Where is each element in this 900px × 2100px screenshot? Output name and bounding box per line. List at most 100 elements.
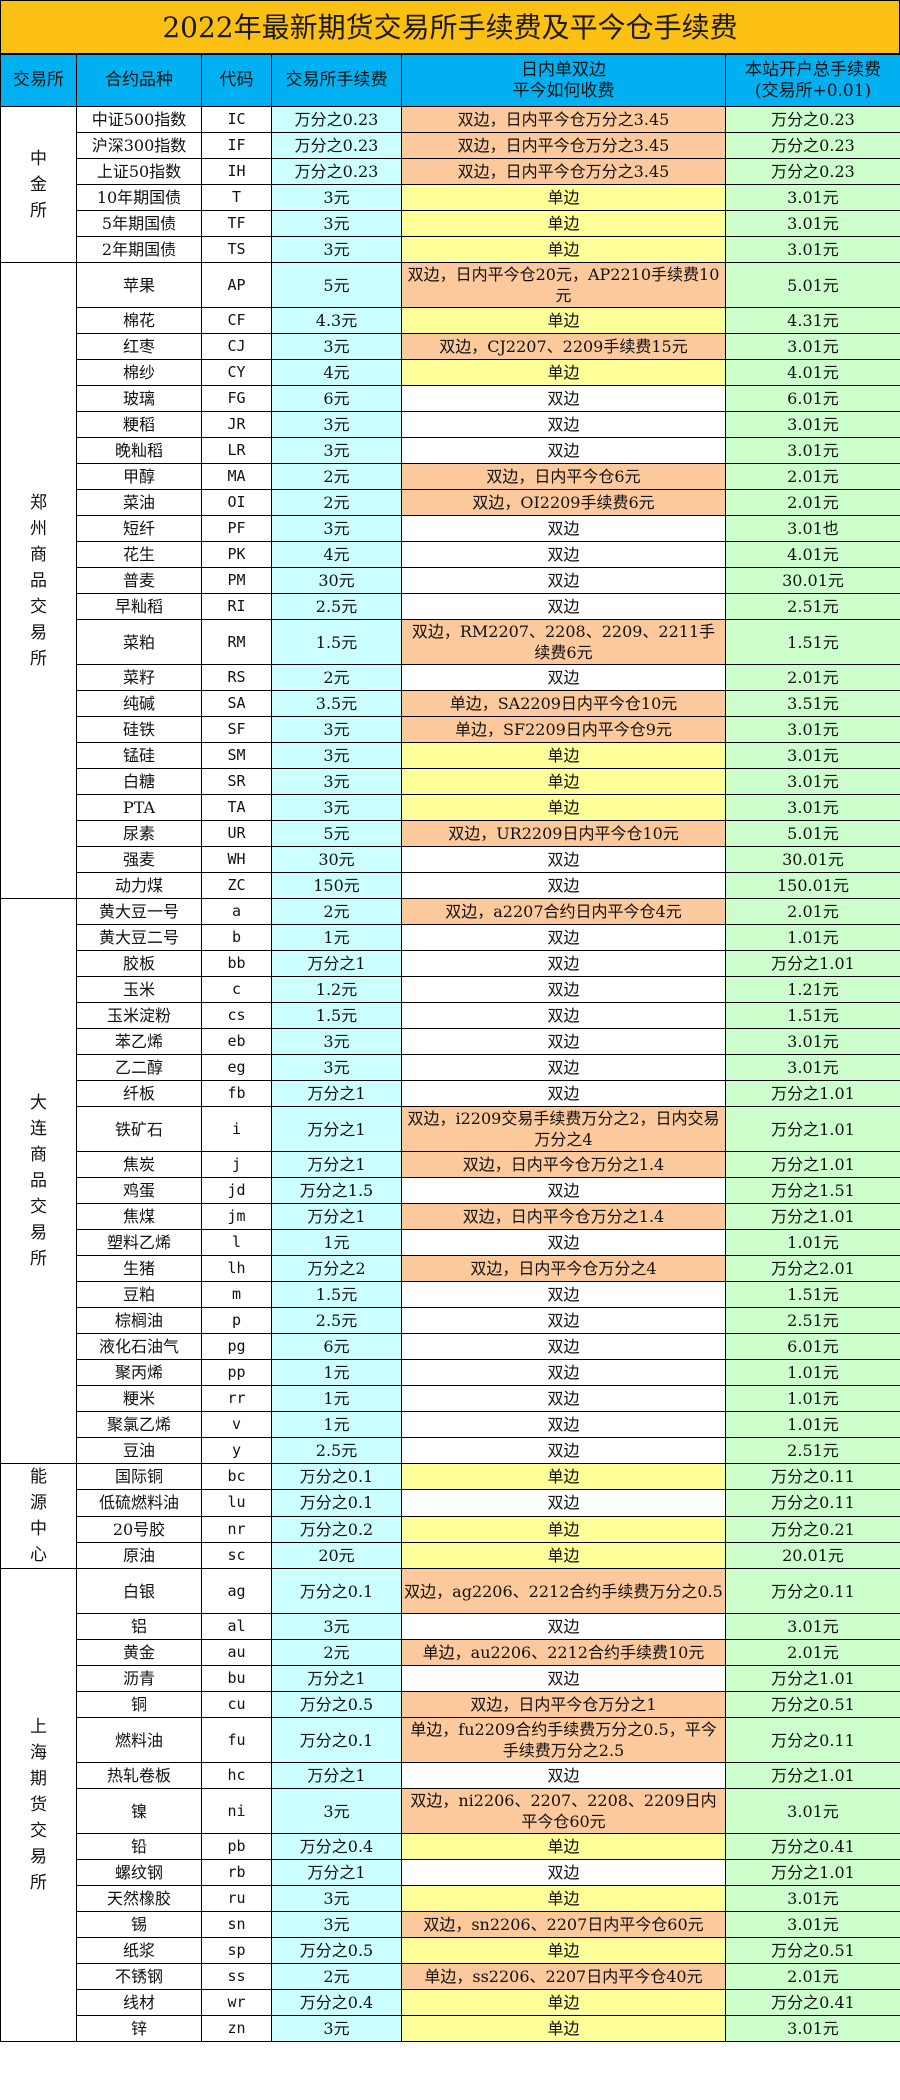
exchange-fee-cell: 1元 xyxy=(271,1359,402,1386)
page-title: 2022年最新期货交易所手续费及平今仓手续费 xyxy=(0,0,900,54)
product-code-cell: IH xyxy=(201,158,272,185)
exchange-fee-cell: 万分之0.1 xyxy=(271,1462,402,1491)
total-fee-cell: 6.01元 xyxy=(725,385,900,412)
exchange-fee-cell: 3元 xyxy=(271,1613,402,1640)
total-fee-cell: 2.01元 xyxy=(725,463,900,490)
intraday-rule-cell: 双边 xyxy=(401,924,726,951)
table-row: 焦炭 j 万分之1 双边，日内平今仓万分之1.4 万分之1.01 xyxy=(1,1151,900,1178)
table-row: 菜籽 RS 2元 双边 2.01元 xyxy=(1,664,900,691)
intraday-rule-cell: 双边，日内平今仓20元，AP2210手续费10元 xyxy=(401,262,726,308)
total-fee-cell: 1.51元 xyxy=(725,1002,900,1029)
product-code-cell: jm xyxy=(201,1203,272,1230)
product-name-cell: 5年期国债 xyxy=(76,210,202,237)
total-fee-cell: 3.01元 xyxy=(725,2015,900,2042)
table-row: 不锈钢 ss 2元 单边，ss2206、2207日内平今仓40元 2.01元 xyxy=(1,1963,900,1990)
table-row: 乙二醇 eg 3元 双边 3.01元 xyxy=(1,1054,900,1081)
product-code-cell: rr xyxy=(201,1385,272,1412)
intraday-rule-cell: 双边 xyxy=(401,1762,726,1789)
exchange-fee-cell: 150元 xyxy=(271,872,402,899)
total-fee-cell: 万分之1.01 xyxy=(725,1762,900,1789)
product-code-cell: ss xyxy=(201,1963,272,1990)
table-row: 上证50指数 IH 万分之0.23 双边，日内平今仓万分之3.45 万分之0.23 xyxy=(1,158,900,185)
exchange-fee-cell: 3元 xyxy=(271,716,402,743)
exchange-fee-cell: 3元 xyxy=(271,184,402,211)
intraday-rule-cell: 双边 xyxy=(401,1028,726,1055)
intraday-rule-cell: 双边 xyxy=(401,1613,726,1640)
intraday-rule-cell: 单边 xyxy=(401,1989,726,2016)
intraday-rule-cell: 双边，a2207合约日内平今仓4元 xyxy=(401,898,726,925)
table-row: 塑料乙烯 l 1元 双边 1.01元 xyxy=(1,1229,900,1256)
exchange-fee-cell: 2元 xyxy=(271,664,402,691)
exchange-fee-cell: 万分之1 xyxy=(271,1859,402,1886)
total-fee-cell: 万分之1.01 xyxy=(725,1080,900,1107)
total-fee-cell: 3.01元 xyxy=(725,1788,900,1834)
product-code-cell: eb xyxy=(201,1028,272,1055)
total-fee-cell: 万分之0.51 xyxy=(725,1937,900,1964)
intraday-rule-cell: 双边 xyxy=(401,437,726,464)
total-fee-cell: 万分之0.41 xyxy=(725,1989,900,2016)
total-fee-cell: 2.01元 xyxy=(725,898,900,925)
product-code-cell: c xyxy=(201,976,272,1003)
product-code-cell: fb xyxy=(201,1080,272,1107)
product-code-cell: bb xyxy=(201,950,272,977)
intraday-rule-cell: 单边 xyxy=(401,1833,726,1860)
exchange-fee-cell: 5元 xyxy=(271,820,402,847)
product-code-cell: i xyxy=(201,1106,272,1152)
product-code-cell: ZC xyxy=(201,872,272,899)
exchange-fee-cell: 2元 xyxy=(271,1639,402,1666)
product-name-cell: 锰硅 xyxy=(76,742,202,769)
total-fee-cell: 4.01元 xyxy=(725,359,900,386)
exchange-fee-cell: 3元 xyxy=(271,515,402,542)
total-fee-cell: 1.21元 xyxy=(725,976,900,1003)
product-name-cell: 低硫燃料油 xyxy=(76,1489,202,1517)
product-code-cell: JR xyxy=(201,411,272,438)
total-fee-cell: 2.01元 xyxy=(725,1639,900,1666)
exchange-name-cell: 上海期货交易所 xyxy=(0,1568,77,2042)
intraday-rule-cell: 双边 xyxy=(401,1229,726,1256)
product-name-cell: 燃料油 xyxy=(76,1717,202,1763)
header-intraday-line2: 平今如何收费 xyxy=(512,80,615,101)
table-row: 螺纹钢 rb 万分之1 双边 万分之1.01 xyxy=(1,1859,900,1886)
table-row: 铝 al 3元 双边 3.01元 xyxy=(1,1613,900,1640)
table-row: 豆油 y 2.5元 双边 2.51元 xyxy=(1,1437,900,1464)
exchange-fee-cell: 3元 xyxy=(271,1885,402,1912)
product-code-cell: TS xyxy=(201,236,272,263)
product-name-cell: 豆粕 xyxy=(76,1281,202,1308)
intraday-rule-cell: 双边 xyxy=(401,846,726,873)
exchange-name: 能源中心 xyxy=(30,1467,47,1565)
header-row: 交易所 合约品种 代码 交易所手续费 日内单双边 平今如何收费 本站开户总手续费… xyxy=(0,54,900,107)
product-name-cell: 天然橡胶 xyxy=(76,1885,202,1912)
intraday-rule-cell: 双边 xyxy=(401,664,726,691)
intraday-rule-cell: 双边 xyxy=(401,1307,726,1334)
total-fee-cell: 1.01元 xyxy=(725,1359,900,1386)
product-name-cell: 铅 xyxy=(76,1833,202,1860)
product-name-cell: 胶板 xyxy=(76,950,202,977)
intraday-rule-cell: 双边 xyxy=(401,1333,726,1360)
intraday-rule-cell: 单边 xyxy=(401,742,726,769)
product-name-cell: 晚籼稻 xyxy=(76,437,202,464)
exchange-fee-cell: 1元 xyxy=(271,1411,402,1438)
intraday-rule-cell: 双边 xyxy=(401,1385,726,1412)
total-fee-cell: 3.01元 xyxy=(725,1613,900,1640)
table-row: 粳米 rr 1元 双边 1.01元 xyxy=(1,1385,900,1412)
total-fee-cell: 1.01元 xyxy=(725,1229,900,1256)
intraday-rule-cell: 双边，日内平今仓万分之3.45 xyxy=(401,106,726,133)
table-row: 黄金 au 2元 单边，au2206、2212合约手续费10元 2.01元 xyxy=(1,1639,900,1666)
product-name-cell: 纯碱 xyxy=(76,690,202,717)
total-fee-cell: 3.01元 xyxy=(725,1028,900,1055)
product-name-cell: 不锈钢 xyxy=(76,1963,202,1990)
exchange-fee-cell: 万分之1 xyxy=(271,1762,402,1789)
total-fee-cell: 5.01元 xyxy=(725,820,900,847)
product-name-cell: 原油 xyxy=(76,1541,202,1570)
total-fee-cell: 万分之1.01 xyxy=(725,1106,900,1152)
intraday-rule-cell: 双边，日内平今仓万分之1.4 xyxy=(401,1151,726,1178)
total-fee-cell: 万分之0.11 xyxy=(725,1568,900,1614)
product-code-cell: SA xyxy=(201,690,272,717)
exchange-fee-cell: 2元 xyxy=(271,1963,402,1990)
intraday-rule-cell: 双边 xyxy=(401,1665,726,1692)
product-code-cell: RS xyxy=(201,664,272,691)
intraday-rule-cell: 单边 xyxy=(401,307,726,334)
intraday-rule-cell: 单边 xyxy=(401,210,726,237)
intraday-rule-cell: 单边 xyxy=(401,1515,726,1543)
exchange-fee-cell: 3元 xyxy=(271,768,402,795)
